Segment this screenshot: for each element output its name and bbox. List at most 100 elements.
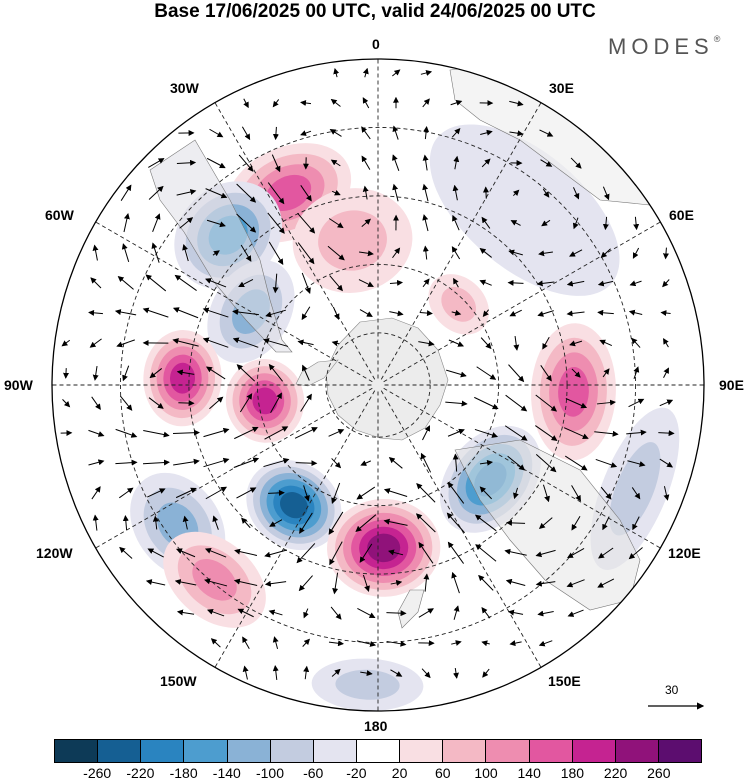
wind-vector <box>176 369 195 376</box>
wind-vector <box>268 489 285 496</box>
wind-vector <box>542 188 550 198</box>
wind-vector <box>386 610 407 617</box>
meridian-line <box>383 221 661 383</box>
wind-vector <box>62 399 71 408</box>
wind-vector <box>145 579 166 586</box>
wind-vector <box>175 487 197 499</box>
wind-vector <box>172 429 200 436</box>
wind-vector <box>480 337 492 350</box>
wind-vector <box>263 457 290 468</box>
wind-vector <box>300 185 312 202</box>
wind-vector <box>271 154 281 173</box>
wind-vector <box>423 125 430 140</box>
wind-vector <box>176 548 196 558</box>
wind-vector <box>453 277 459 288</box>
wind-vector <box>538 640 553 647</box>
wind-vector <box>482 309 490 318</box>
wind-vector <box>361 218 371 228</box>
wind-vectors <box>60 67 675 681</box>
colorbar-swatch <box>529 740 573 762</box>
wind-vector <box>202 307 229 318</box>
wind-vector <box>600 486 612 500</box>
wind-vector <box>447 428 465 437</box>
anomaly-contour <box>252 387 278 415</box>
wind-vector <box>482 186 489 199</box>
wind-vector <box>327 245 345 261</box>
wind-vector <box>420 70 433 76</box>
wind-vector <box>535 394 558 412</box>
wind-vector <box>203 457 230 468</box>
wind-vector <box>236 213 257 233</box>
latitude-circle <box>120 127 636 643</box>
wind-vector <box>91 396 101 410</box>
wind-vector <box>148 158 165 168</box>
wind-vector <box>89 338 102 348</box>
wind-vector <box>508 364 525 383</box>
wind-vector <box>299 512 313 534</box>
colorbar-tick-label: 140 <box>517 765 541 781</box>
wind-vector <box>90 277 102 289</box>
wind-vector <box>361 155 371 170</box>
wind-vector <box>420 452 432 473</box>
wind-vector <box>479 459 494 466</box>
colorbar-swatch <box>227 740 271 762</box>
wind-vector <box>422 214 429 232</box>
wind-vector <box>88 429 105 437</box>
wind-vector <box>297 212 316 234</box>
wind-vector <box>331 340 340 347</box>
wind-vector <box>206 219 226 228</box>
positive-anomaly-4 <box>143 330 222 427</box>
wind-vector <box>540 365 552 382</box>
wind-vector <box>272 665 279 681</box>
meridian-line <box>95 387 373 549</box>
wind-vector <box>298 575 313 592</box>
anomaly-contour <box>265 174 312 212</box>
wind-vector <box>122 514 129 531</box>
wind-vector <box>268 363 283 382</box>
wind-vector <box>362 185 369 200</box>
wind-vector <box>240 244 252 262</box>
wind-vector <box>360 670 373 677</box>
anomaly-contour <box>279 492 308 519</box>
wind-vector <box>505 519 526 526</box>
positive-anomaly-12 <box>531 323 616 461</box>
wind-vector <box>541 219 551 227</box>
wind-vector <box>571 485 581 502</box>
wind-vector <box>446 369 467 378</box>
colorbar-swatch <box>443 740 487 762</box>
wind-vector <box>536 280 555 287</box>
new-zealand <box>397 589 425 629</box>
map-title: Base 17/06/2025 00 UTC, valid 24/06/2025… <box>154 1 596 22</box>
wind-vector <box>602 216 609 231</box>
wind-vector <box>478 574 494 591</box>
colorbar-tick-label: -140 <box>212 765 241 781</box>
wind-vector <box>300 100 312 106</box>
wind-vector <box>359 309 373 317</box>
colorbar-tick-label: 100 <box>474 765 498 781</box>
wind-vector <box>632 247 640 259</box>
wind-vector <box>452 214 460 231</box>
wind-vector <box>119 395 133 411</box>
wind-vector <box>481 216 491 229</box>
anomaly-contour <box>192 558 237 601</box>
wind-vector <box>206 157 226 169</box>
wind-vector <box>418 340 435 347</box>
wind-vector <box>300 393 312 412</box>
wind-vector <box>535 453 557 473</box>
wind-vector <box>602 368 610 378</box>
wind-vector <box>295 460 318 467</box>
wind-vector <box>267 212 285 234</box>
wind-vector <box>176 609 195 616</box>
wind-vector <box>238 154 254 172</box>
wind-vector <box>474 514 497 532</box>
wind-vector <box>209 396 224 410</box>
wind-vector <box>540 159 553 167</box>
wind-vector <box>418 541 434 564</box>
wind-vector <box>539 129 554 137</box>
positive-anomaly-5 <box>225 359 305 443</box>
wind-vector <box>505 394 528 412</box>
wind-vector <box>450 99 463 106</box>
wind-vector <box>658 430 675 437</box>
wind-vector <box>447 481 465 504</box>
label-150w: 150W <box>160 673 197 689</box>
